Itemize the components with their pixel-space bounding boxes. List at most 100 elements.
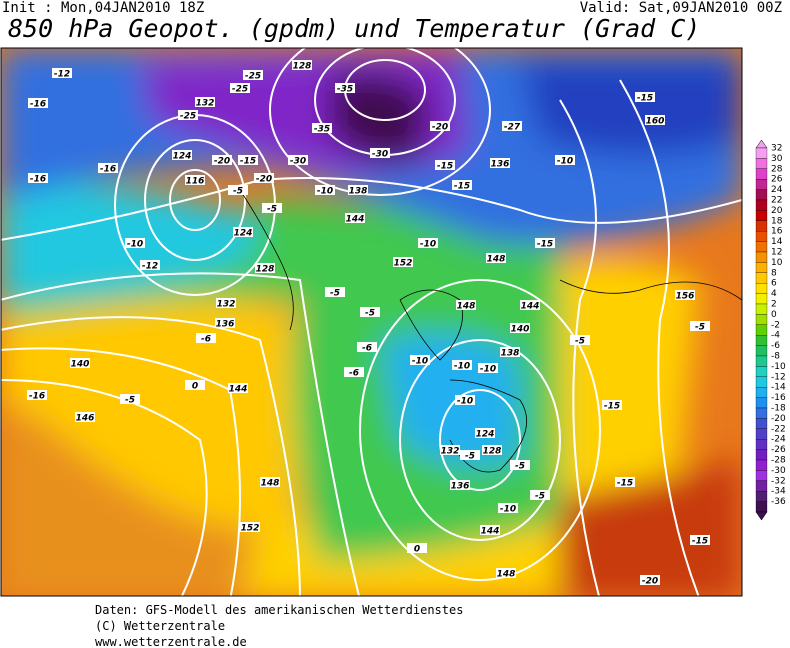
contour-label: -20: [256, 175, 272, 185]
contour-label-box: [555, 155, 575, 165]
contour-label-box: [325, 287, 345, 297]
contour-label: -30: [372, 150, 388, 160]
contour-label-box: [185, 175, 205, 185]
contour-label: 146: [76, 414, 95, 424]
contour-label-box: [344, 367, 364, 377]
legend-label: 26: [771, 175, 783, 185]
contour-label: -10: [480, 365, 496, 375]
contour-label-box: [335, 83, 355, 93]
legend-label: 14: [771, 237, 783, 247]
legend-label: 4: [771, 289, 777, 299]
legend-swatch: [755, 407, 768, 419]
contour-label: 124: [234, 229, 253, 239]
contour-label: 136: [451, 482, 470, 492]
footer-line: (C) Wetterzentrale: [95, 619, 226, 633]
contour-label: 136: [216, 320, 235, 330]
contour-label: -20: [432, 123, 448, 133]
legend-swatch: [755, 293, 768, 305]
contour-label-box: [500, 347, 520, 357]
legend-swatch: [755, 439, 768, 450]
contour-label-box: [360, 307, 380, 317]
contour-label: -16: [29, 392, 45, 402]
legend-swatch: [755, 428, 768, 440]
contour-label-box: [195, 97, 215, 107]
contour-label-box: [510, 460, 530, 470]
contour-label: 148: [261, 479, 280, 489]
legend-label: -6: [771, 341, 780, 351]
contour-label-box: [178, 110, 198, 120]
legend-label: 30: [771, 154, 783, 164]
legend-swatch: [755, 397, 768, 409]
contour-label-box: [635, 92, 655, 102]
contour-label-box: [233, 227, 253, 237]
contour-label-box: [645, 115, 665, 125]
legend-label: 28: [771, 164, 783, 174]
contour-label: 148: [497, 570, 516, 580]
valid-time: Valid: Sat,09JAN2010 00Z: [579, 0, 782, 16]
legend-swatch: [755, 168, 768, 180]
contour-label: -10: [127, 240, 143, 250]
contour-label: -16: [30, 175, 46, 185]
contour-label: -5: [365, 309, 375, 319]
legend-label: -2: [771, 320, 780, 330]
contour-label-box: [510, 323, 530, 333]
legend-label: 20: [771, 206, 783, 216]
contour-label-box: [370, 148, 390, 158]
contour-label-box: [230, 83, 250, 93]
contour-label-box: [288, 155, 308, 165]
legend-label: 10: [771, 258, 783, 268]
contour-label-box: [475, 428, 495, 438]
contour-label: -15: [537, 240, 553, 250]
contour-label-box: [240, 522, 260, 532]
contour-label: 136: [491, 160, 510, 170]
contour-label-box: [255, 263, 275, 273]
legend-label: 24: [771, 185, 783, 195]
contour-label: 132: [196, 99, 215, 109]
contour-label-box: [52, 68, 72, 78]
contour-label: -6: [349, 369, 359, 379]
contour-label: 156: [676, 292, 695, 302]
contour-label-box: [615, 477, 635, 487]
legend-swatch: [755, 179, 768, 190]
contour-label-box: [228, 383, 248, 393]
legend-swatch: [755, 376, 768, 388]
contour-label-box: [238, 155, 258, 165]
contour-label: 128: [256, 265, 275, 275]
contour-label-box: [196, 333, 216, 343]
contour-label-box: [452, 360, 472, 370]
contour-label: 138: [349, 187, 368, 197]
legend-label: 18: [771, 216, 783, 226]
contour-label: -6: [201, 335, 211, 345]
contour-label-box: [393, 257, 413, 267]
contour-label: -5: [465, 452, 475, 462]
contour-label-box: [482, 445, 502, 455]
contour-label-box: [535, 238, 555, 248]
contour-label-box: [172, 150, 192, 160]
contour-label: -30: [290, 157, 306, 167]
contour-label: -5: [125, 396, 135, 406]
contour-label-box: [490, 158, 510, 168]
contour-label: -35: [337, 85, 353, 95]
legend-label: -24: [771, 435, 786, 445]
contour-label: 124: [476, 430, 495, 440]
contour-label-box: [430, 121, 450, 131]
contour-label-box: [460, 450, 480, 460]
contour-label-box: [70, 358, 90, 368]
contour-label: 160: [646, 117, 665, 127]
temperature-field: [1, 48, 742, 596]
contour-label: 138: [501, 349, 520, 359]
legend-label: 22: [771, 196, 782, 206]
contour-label-box: [435, 160, 455, 170]
legend-arrow-top: [755, 139, 768, 149]
legend-swatch: [755, 189, 768, 201]
contour-label: -10: [500, 505, 516, 515]
contour-label-box: [410, 355, 430, 365]
legend-swatch: [755, 220, 768, 232]
legend-swatch: [755, 501, 768, 513]
contour-label-box: [215, 318, 235, 328]
contour-label-box: [345, 213, 365, 223]
legend-label: -8: [771, 352, 780, 362]
footer-line: Daten: GFS-Modell des amerikanischen Wet…: [95, 603, 464, 617]
